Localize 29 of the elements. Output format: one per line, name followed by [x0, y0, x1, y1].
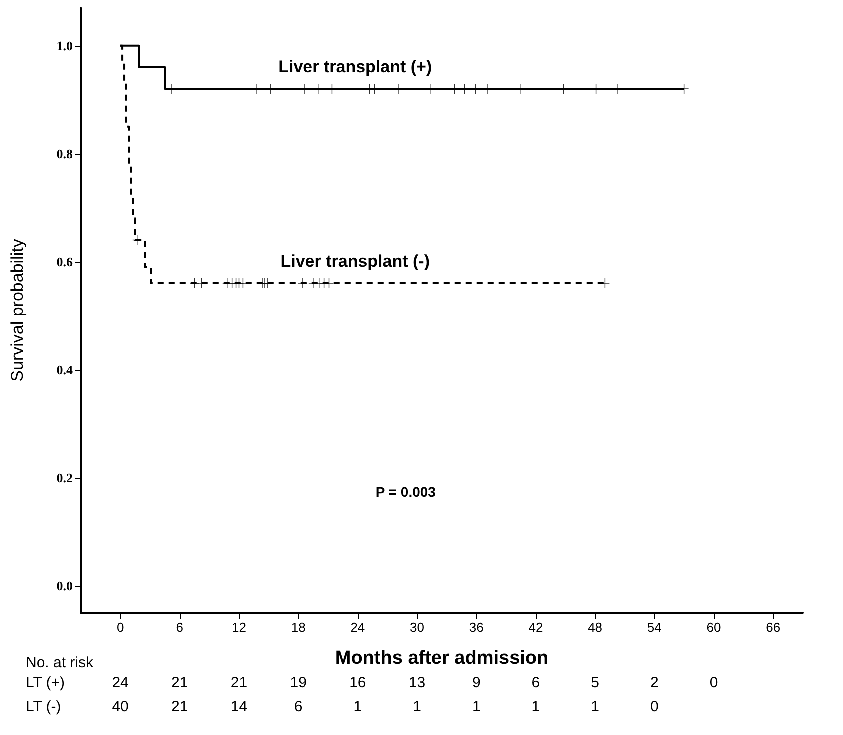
x-tick-label: 42 — [528, 620, 544, 635]
y-tick-label: 0.6 — [56, 254, 74, 270]
y-tick-label: 0.2 — [56, 470, 73, 486]
x-tick-label: 0 — [116, 620, 124, 635]
y-tick-label: 0.0 — [56, 578, 73, 594]
x-tick-label: 30 — [410, 620, 425, 635]
series-label: Liver transplant (+) — [278, 58, 432, 77]
x-tick-label: 60 — [706, 620, 722, 635]
point — [298, 278, 308, 288]
text: LT (-) — [26, 698, 62, 716]
x-tick-label: 36 — [469, 620, 484, 635]
text: No. at risk — [26, 654, 94, 672]
text: LT (+) — [26, 674, 66, 692]
text: 40 21 14 6 1 1 1 1 1 0 — [112, 698, 659, 716]
series-label: Liver transplant (-) — [280, 252, 430, 271]
y-tick-label: 1.0 — [56, 38, 73, 54]
x-tick-label: 24 — [350, 620, 366, 635]
annotation: P = 0.003 — [376, 484, 436, 500]
x-tick-label: 66 — [766, 620, 781, 635]
x-tick-label: 48 — [588, 620, 603, 635]
x-axis-title: Months after admission — [335, 648, 549, 669]
x-tick-label: 6 — [176, 620, 184, 635]
x-tick-label: 12 — [232, 620, 246, 635]
y-tick-label: 0.4 — [56, 362, 74, 378]
x-tick-label: 54 — [647, 620, 662, 635]
x-tick-label: 18 — [291, 620, 306, 635]
y-axis-title: Survival probability — [8, 238, 27, 382]
y-tick-label: 0.8 — [56, 146, 74, 162]
text: 24 21 21 19 16 13 9 6 5 2 0 — [112, 674, 718, 692]
